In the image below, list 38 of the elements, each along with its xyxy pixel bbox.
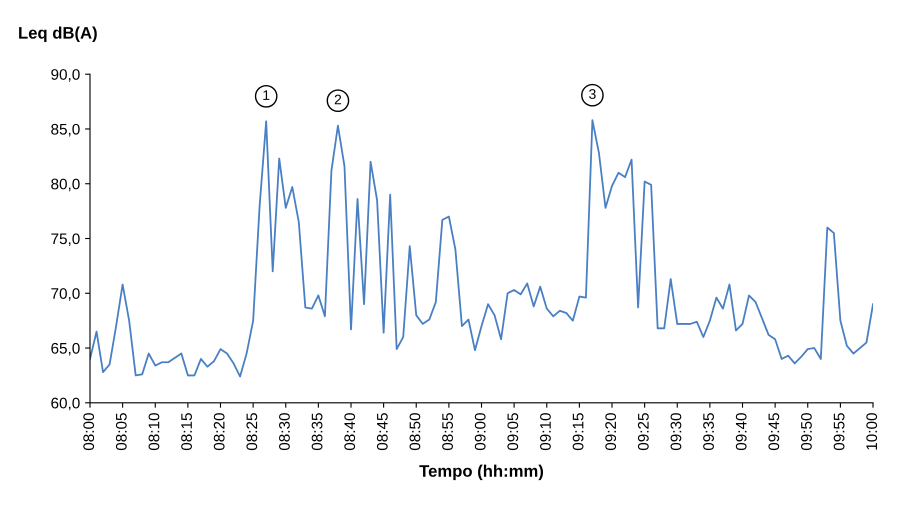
x-tick-label: 09:20 [605,413,616,450]
chart-title: Leq dB(A) [19,26,97,42]
x-tick-label: 08:35 [312,413,322,450]
x-tick-label: 09:15 [572,413,584,450]
x-tick-label: 09:25 [638,413,649,450]
x-tick-label: 08:20 [214,413,225,450]
x-tick-label: 09:40 [736,413,747,450]
x-tick-label: 09:55 [834,413,844,450]
x-tick-label: 08:00 [83,413,94,450]
x-axis-title: Tempo (hh:mm) [419,464,544,480]
y-tick-label: 80,0 [51,178,80,192]
line-series [90,119,873,378]
x-tick-label: 09:45 [768,413,780,450]
x-tick-label: 08:45 [376,413,388,450]
x-tick-label: 08:15 [181,413,192,450]
x-tick-label: 08:25 [246,413,258,450]
x-tick-label: 08:55 [442,413,453,450]
x-tick-label: 09:30 [670,413,682,450]
x-tick-label: 09:00 [474,413,486,450]
y-tick-label: 65,0 [51,342,80,356]
x-tick-label: 09:05 [507,413,518,450]
x-tick-label: 09:50 [801,413,812,450]
y-tick-label: 75,0 [51,233,80,246]
x-tick-label: 09:10 [540,413,551,450]
annotation: 1 [263,90,270,100]
y-tick-label: 70,0 [51,288,80,301]
x-tick-label: 09:35 [703,413,714,450]
annotation: 3 [589,89,596,99]
x-tick-label: 08:40 [344,413,356,450]
y-tick-label: 90,0 [51,69,80,82]
x-tick-label: 08:50 [410,413,420,450]
x-tick-label: 10:00 [866,413,878,450]
y-tick-label: 60,0 [51,398,80,410]
x-tick-label: 08:10 [148,413,160,450]
x-tick-label: 08:30 [279,413,290,450]
y-tick-label: 85,0 [51,124,80,136]
x-tick-label: 08:05 [116,413,127,450]
annotation: 2 [334,94,342,104]
